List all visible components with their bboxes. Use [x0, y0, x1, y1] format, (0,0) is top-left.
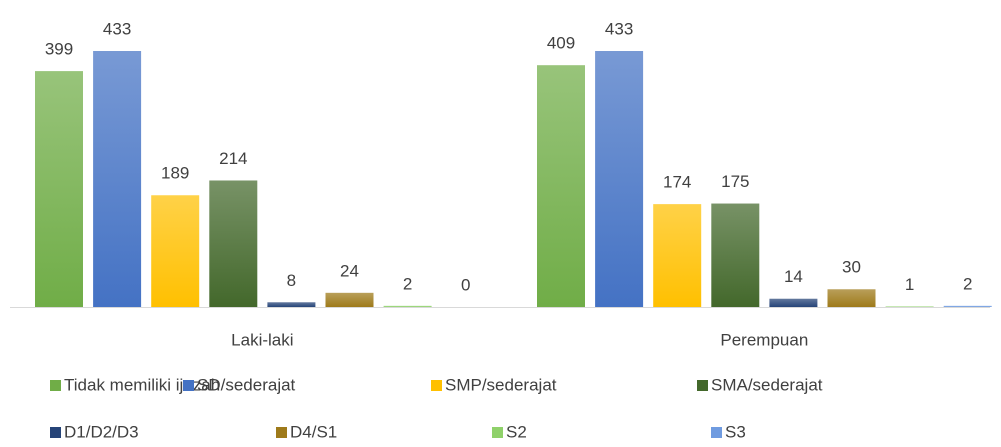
data-label: 14: [784, 267, 803, 286]
legend-swatch: [431, 380, 442, 391]
legend-swatch: [183, 380, 194, 391]
data-label: 433: [605, 19, 633, 38]
bar: [35, 71, 83, 307]
bar: [595, 51, 644, 307]
legend-swatch: [697, 380, 708, 391]
data-label: 1: [905, 275, 914, 294]
data-label: 214: [219, 149, 247, 168]
data-label: 2: [403, 274, 412, 293]
legend-label: D4/S1: [290, 422, 337, 441]
bar: [885, 306, 934, 307]
legend-label: SD/sederajat: [197, 375, 296, 394]
bar: [325, 292, 374, 307]
data-label: 409: [547, 34, 575, 53]
bar: [267, 302, 316, 307]
data-label: 8: [287, 271, 296, 290]
data-label: 30: [842, 258, 861, 277]
legend-label: Tidak memiliki ijazah: [64, 375, 220, 394]
legend-swatch: [50, 427, 61, 438]
data-label: 189: [161, 164, 189, 183]
data-label: 2: [963, 274, 972, 293]
bar: [209, 180, 258, 307]
legend-swatch: [711, 427, 722, 438]
legend-swatch: [50, 380, 61, 391]
legend-swatch: [276, 427, 287, 438]
data-label: 174: [663, 173, 691, 192]
bar: [711, 203, 760, 307]
category-label: Laki-laki: [231, 330, 293, 349]
legend-swatch: [492, 427, 503, 438]
legend-label: SMA/sederajat: [711, 375, 823, 394]
bar: [383, 305, 432, 307]
bar: [151, 195, 200, 307]
category-label: Perempuan: [720, 330, 808, 349]
bar: [653, 204, 702, 307]
data-label: 399: [45, 40, 73, 59]
legend-label: S3: [725, 422, 746, 441]
legend-label: SMP/sederajat: [445, 375, 557, 394]
bar: [93, 51, 142, 307]
legend-label: S2: [506, 422, 527, 441]
legend-label: D1/D2/D3: [64, 422, 139, 441]
bar: [769, 298, 818, 307]
bar: [827, 289, 876, 307]
bar: [943, 305, 992, 307]
data-label: 24: [340, 261, 359, 280]
data-label: 0: [461, 275, 470, 294]
bar: [537, 65, 585, 307]
data-label: 175: [721, 172, 749, 191]
data-label: 433: [103, 19, 131, 38]
